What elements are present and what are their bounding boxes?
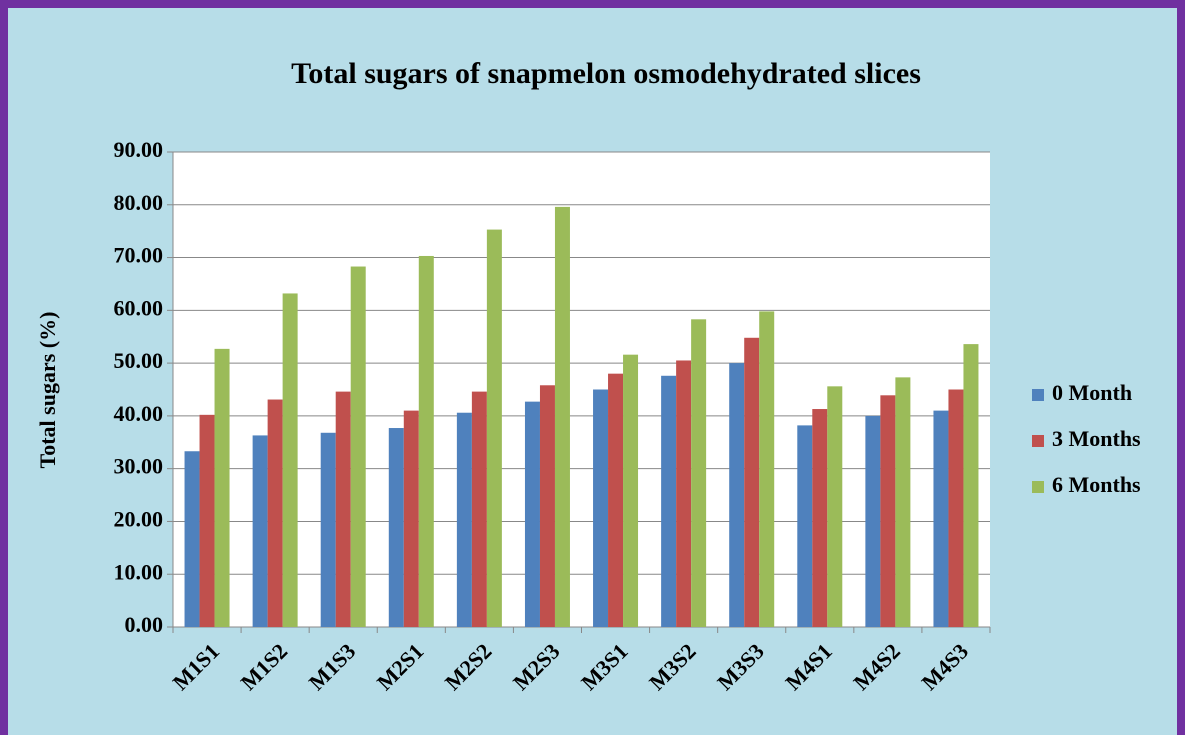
y-tick-label: 20.00 <box>114 506 164 531</box>
bar <box>593 389 609 627</box>
bar <box>759 311 775 627</box>
bar <box>948 389 964 627</box>
bar <box>403 410 419 627</box>
legend-swatch <box>1032 389 1044 401</box>
legend-swatch <box>1032 435 1044 447</box>
bar <box>744 337 760 627</box>
bar <box>676 360 692 627</box>
y-tick-label: 0.00 <box>125 612 164 637</box>
bar <box>350 266 366 627</box>
bar <box>554 206 570 627</box>
y-tick-label: 30.00 <box>114 454 164 479</box>
bar <box>827 386 843 627</box>
bar <box>729 363 745 627</box>
y-tick-label: 50.00 <box>114 348 164 373</box>
bar <box>797 425 813 627</box>
bar <box>388 428 404 627</box>
bar <box>471 391 487 627</box>
y-tick-label: 90.00 <box>114 137 164 162</box>
plot-area <box>173 152 990 627</box>
bar <box>933 410 949 627</box>
bar <box>691 319 707 627</box>
bar <box>865 415 881 627</box>
y-tick-label: 60.00 <box>114 295 164 320</box>
bar <box>486 229 502 628</box>
bar <box>418 255 434 627</box>
bar <box>282 293 298 627</box>
bar <box>214 348 230 627</box>
bar <box>184 451 200 627</box>
bar <box>812 409 828 627</box>
bar <box>880 395 896 627</box>
y-axis-label: Total sugars (%) <box>35 312 60 469</box>
bar <box>320 432 336 627</box>
legend-label: 0 Month <box>1052 380 1132 405</box>
bar <box>623 354 639 627</box>
y-tick-label: 70.00 <box>114 243 164 268</box>
bar <box>608 373 624 627</box>
bar <box>252 435 268 627</box>
legend-swatch <box>1032 481 1044 493</box>
bar <box>539 385 555 627</box>
bar <box>335 391 351 627</box>
bar <box>456 412 472 627</box>
bar <box>524 401 540 627</box>
chart-title: Total sugars of snapmelon osmodehydrated… <box>291 57 921 90</box>
legend-label: 3 Months <box>1052 426 1141 451</box>
bar <box>661 375 677 627</box>
y-tick-label: 80.00 <box>114 190 164 215</box>
y-tick-label: 40.00 <box>114 401 164 426</box>
bar <box>895 377 911 627</box>
bar <box>963 344 979 627</box>
bar <box>199 414 215 627</box>
legend-label: 6 Months <box>1052 472 1141 497</box>
y-tick-label: 10.00 <box>114 559 164 584</box>
bar <box>267 399 283 627</box>
